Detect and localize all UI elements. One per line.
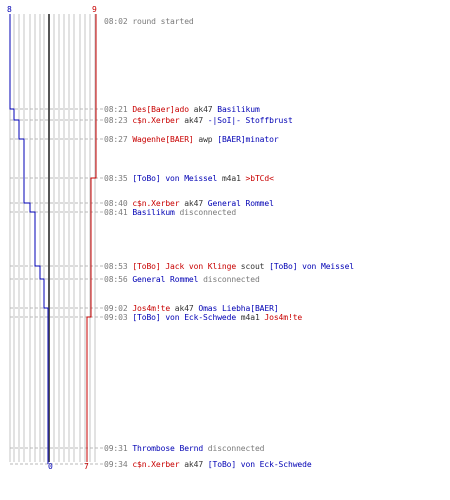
weapon-name: scout — [240, 262, 265, 271]
log-timestamp: 08:56 — [104, 275, 128, 284]
weapon-name: awp — [198, 135, 213, 144]
disconnect-text: disconnected — [179, 208, 237, 217]
log-entry: 08:41 Basilikum disconnected — [104, 207, 236, 218]
player-name: Basilikum — [132, 208, 175, 217]
log-timestamp: 09:34 — [104, 460, 128, 469]
log-entry: 09:34 c$n.Xerber ak47 [ToBo] von Eck-Sch… — [104, 459, 312, 470]
killer-name: [ToBo] von Eck-Schwede — [132, 313, 237, 322]
victim-name: >bTCd< — [245, 174, 274, 183]
victim-name: General Rommel — [207, 199, 274, 208]
weapon-name: ak47 — [184, 460, 204, 469]
log-timestamp: 09:02 — [104, 304, 128, 313]
player-name: General Rommel — [132, 275, 199, 284]
log-timestamp: 08:53 — [104, 262, 128, 271]
log-entry: 09:31 Thrombose Bernd disconnected — [104, 443, 264, 454]
weapon-name: ak47 — [193, 105, 213, 114]
victim-name: Basilikum — [217, 105, 260, 114]
weapon-name: ak47 — [184, 199, 204, 208]
player-count-timeline — [9, 14, 103, 465]
log-entry: 09:03 [ToBo] von Eck-Schwede m4a1 Jos4m!… — [104, 312, 302, 323]
killer-name: Des[Baer]ado — [132, 105, 189, 114]
weapon-name: ak47 — [174, 304, 194, 313]
weapon-name: ak47 — [184, 116, 204, 125]
log-system-message: round started — [132, 17, 194, 26]
victim-name: [ToBo] von Meissel — [269, 262, 355, 271]
killer-name: [ToBo] von Meissel — [132, 174, 218, 183]
victim-name: [BAER]minator — [217, 135, 279, 144]
log-timestamp: 08:40 — [104, 199, 128, 208]
killer-name: [ToBo] Jack von Klinge — [132, 262, 237, 271]
blue-end-count: 0 — [48, 462, 53, 471]
red-team-count-line — [86, 14, 97, 462]
log-entry: 08:27 Wagenhe[BAER] awp [BAER]minator — [104, 134, 279, 145]
killer-name: c$n.Xerber — [132, 460, 180, 469]
weapon-name: m4a1 — [240, 313, 260, 322]
killer-name: c$n.Xerber — [132, 116, 180, 125]
disconnect-text: disconnected — [203, 275, 260, 284]
log-timestamp: 08:21 — [104, 105, 128, 114]
killer-name: Wagenhe[BAER] — [132, 135, 194, 144]
log-entry: 08:02 round started — [104, 16, 194, 27]
victim-name: Jos4m!te — [264, 313, 303, 322]
log-timestamp: 08:41 — [104, 208, 128, 217]
victim-name: Omas Liebha[BAER] — [198, 304, 279, 313]
log-timestamp: 09:03 — [104, 313, 128, 322]
blue-team-count-line — [9, 14, 49, 464]
log-entry: 08:35 [ToBo] von Meissel m4a1 >bTCd< — [104, 173, 274, 184]
disconnect-text: disconnected — [207, 444, 265, 453]
log-entry: 08:23 c$n.Xerber ak47 -|SoI|- Stoffbrust — [104, 115, 293, 126]
victim-name: -|SoI|- Stoffbrust — [207, 116, 293, 125]
log-timestamp: 08:35 — [104, 174, 128, 183]
blue-start-count: 8 — [7, 5, 12, 14]
weapon-name: m4a1 — [221, 174, 241, 183]
killer-name: c$n.Xerber — [132, 199, 180, 208]
player-name: Thrombose Bernd — [132, 444, 204, 453]
red-end-count: 7 — [84, 462, 89, 471]
log-entry: 08:21 Des[Baer]ado ak47 Basilikum — [104, 104, 260, 115]
log-timestamp: 08:27 — [104, 135, 128, 144]
log-entry: 08:40 c$n.Xerber ak47 General Rommel — [104, 198, 274, 209]
log-entry: 08:53 [ToBo] Jack von Klinge scout [ToBo… — [104, 261, 354, 272]
timeline-vertical-grid — [9, 14, 96, 462]
log-timestamp: 09:31 — [104, 444, 128, 453]
red-start-count: 9 — [92, 5, 97, 14]
log-timestamp: 08:23 — [104, 116, 128, 125]
log-entry: 09:02 Jos4m!te ak47 Omas Liebha[BAER] — [104, 303, 279, 314]
killer-name: Jos4m!te — [132, 304, 171, 313]
log-entry: 08:56 General Rommel disconnected — [104, 274, 260, 285]
log-timestamp: 08:02 — [104, 17, 128, 26]
victim-name: [ToBo] von Eck-Schwede — [207, 460, 312, 469]
